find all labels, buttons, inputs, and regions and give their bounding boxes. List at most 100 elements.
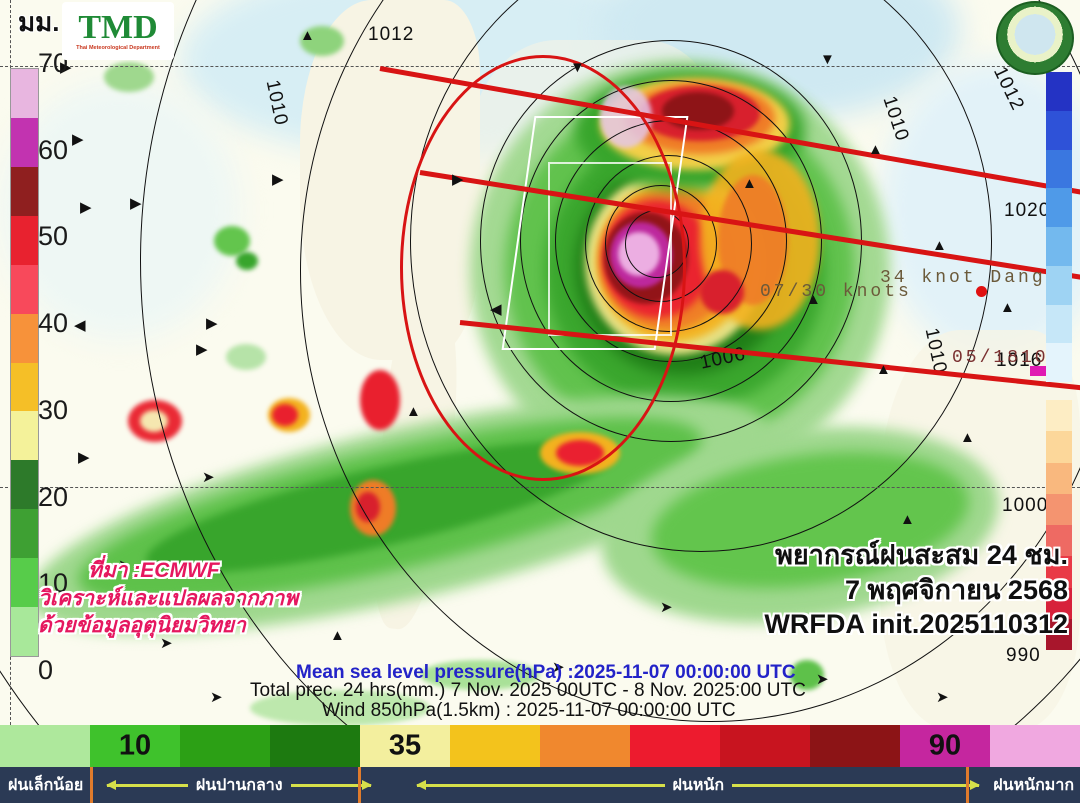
- wind-arrow: ➤: [660, 599, 673, 616]
- wind-speed-label: 07/30 knots: [760, 282, 912, 302]
- wind-arrow: ▶: [272, 171, 284, 188]
- pressure-warm-colorbar: [1046, 400, 1072, 650]
- source-line-2: วิเคราะห์และแปลผลจากภาพ: [38, 586, 299, 610]
- danger-zone-marker: [976, 286, 987, 297]
- colorbar-swatch: [1046, 72, 1072, 111]
- category-colorbar-segment: 90: [900, 725, 990, 767]
- legend-arrow-right: [290, 779, 372, 790]
- colorbar-swatch: [11, 264, 38, 314]
- forecast-line-2: 7 พฤศจิกายน 2568: [845, 574, 1068, 605]
- colorbar-swatch: [1046, 265, 1072, 305]
- category-colorbar-tick: 10: [118, 729, 152, 762]
- wind-arrow: ➤: [118, 557, 131, 574]
- forecast-line-1: พยากรณ์ฝนสะสม 24 ชม.: [775, 540, 1068, 570]
- wind-arrow: ▲: [876, 361, 891, 378]
- track-time-label: 05/1810: [952, 348, 1049, 368]
- wind-arrow: ◀: [74, 317, 86, 334]
- wind-arrow: ▼: [570, 59, 585, 76]
- colorbar-swatch: [1046, 618, 1072, 650]
- wind-arrow: ▲: [806, 291, 821, 308]
- wind-arrow: ▲: [300, 27, 315, 44]
- category-colorbar-segment: [630, 725, 720, 767]
- wind-arrow: ▶: [60, 59, 72, 76]
- legend-label-light: ฝนเล็กน้อย: [8, 776, 84, 794]
- wind-arrow: ▼: [820, 51, 835, 68]
- wind-arrow: ▲: [330, 627, 345, 644]
- colorbar-swatch: [1046, 431, 1072, 463]
- source-note: ที่มา :ECMWF วิเคราะห์และแปลผลจากภาพ ด้ว…: [38, 557, 298, 640]
- caption-precip: Total prec. 24 hrs(mm.) 7 Nov. 2025 00UT…: [250, 680, 806, 701]
- colorbar-tick: 40: [38, 308, 69, 339]
- category-colorbar-segment: 10: [90, 725, 180, 767]
- colorbar-swatch: [11, 411, 38, 461]
- isobar-label: 1012: [368, 24, 415, 45]
- caption-wind: Wind 850hPa(1.5km) : 2025-11-07 00:00:00…: [322, 700, 736, 721]
- category-colorbar-segment: [450, 725, 540, 767]
- source-line-3: ด้วยข้อมูลอุตุนิยมวิทยา: [38, 614, 246, 638]
- wind-arrow: ➤: [816, 671, 829, 688]
- latitude-gridline: [0, 487, 1080, 488]
- category-colorbar-tick: 90: [928, 729, 962, 762]
- wind-arrow: ▲: [900, 511, 915, 528]
- rainfall-category-legend: ฝนเล็กน้อย ฝนปานกลาง ฝนหนัก ฝนหนักมาก: [0, 767, 1080, 803]
- wind-arrow: ▶: [72, 131, 84, 148]
- tmd-seal-icon: [996, 1, 1074, 75]
- colorbar-swatch: [1046, 400, 1072, 432]
- colorbar-swatch: [11, 362, 38, 412]
- wind-arrow: ◀: [490, 301, 502, 318]
- colorbar-swatch: [1046, 462, 1072, 494]
- colorbar-swatch: [1046, 110, 1072, 150]
- legend-arrow-right: [732, 779, 981, 790]
- category-colorbar-segment: [990, 725, 1080, 767]
- isobar-label: 1016: [996, 350, 1043, 371]
- colorbar-swatch: [1046, 304, 1072, 344]
- wind-arrow: ▶: [130, 195, 142, 212]
- tmd-logo: TMD Thai Meteorological Department: [62, 2, 174, 60]
- colorbar-swatch: [1046, 525, 1072, 557]
- wind-arrow: ▲: [1000, 299, 1015, 316]
- colorbar-swatch: [1046, 493, 1072, 525]
- wind-arrow: ▲: [742, 175, 757, 192]
- rainfall-scale-colorbar: [10, 68, 39, 657]
- colorbar-swatch: [1046, 227, 1072, 266]
- cyclone-warning-circle: [400, 55, 686, 481]
- wind-arrow: ▲: [960, 429, 975, 446]
- colorbar-swatch: [1046, 188, 1072, 227]
- colorbar-swatch: [11, 558, 38, 608]
- source-line-1: ที่มา :ECMWF: [88, 559, 220, 582]
- colorbar-swatch: [11, 117, 38, 167]
- wind-arrow: ▶: [196, 341, 208, 358]
- legend-divider: [358, 767, 361, 803]
- wind-arrow: ▲: [406, 403, 421, 420]
- colorbar-swatch: [11, 69, 38, 118]
- legend-divider: [90, 767, 93, 803]
- legend-label-very-heavy: ฝนหนักมาก: [993, 776, 1074, 794]
- colorbar-tick: 10: [38, 568, 69, 599]
- wind-arrow: ▲: [868, 141, 883, 158]
- wind-arrow: ➤: [552, 659, 565, 676]
- colorbar-swatch: [11, 215, 38, 265]
- category-colorbar-segment: [540, 725, 630, 767]
- colorbar-swatch: [11, 166, 38, 216]
- rainfall-scale-ticks: 70 60 50 40 30 20 10 0: [38, 48, 98, 685]
- category-colorbar-segment: [180, 725, 270, 767]
- forecast-line-3: WRFDA init.2025110312: [764, 609, 1068, 640]
- tmd-logo-mark: TMD: [78, 8, 158, 46]
- tmd-logo-subtitle: Thai Meteorological Department: [76, 44, 160, 51]
- colorbar-swatch: [11, 313, 38, 363]
- colorbar-tick: 50: [38, 221, 69, 252]
- isobar-label: 990: [1006, 645, 1041, 666]
- wind-arrow: ▶: [80, 199, 92, 216]
- category-colorbar-tick: 35: [388, 729, 422, 762]
- colorbar-swatch: [1046, 556, 1072, 588]
- category-colorbar-segment: 35: [360, 725, 450, 767]
- rainfall-category-colorbar: 10 35 90: [0, 725, 1080, 767]
- colorbar-swatch: [11, 509, 38, 559]
- legend-label-moderate: ฝนปานกลาง: [195, 776, 283, 794]
- colorbar-tick: 30: [38, 394, 69, 425]
- category-colorbar-segment: [720, 725, 810, 767]
- wind-arrow: ▲: [932, 237, 947, 254]
- colorbar-tick: 0: [38, 655, 54, 685]
- category-colorbar-segment: [270, 725, 360, 767]
